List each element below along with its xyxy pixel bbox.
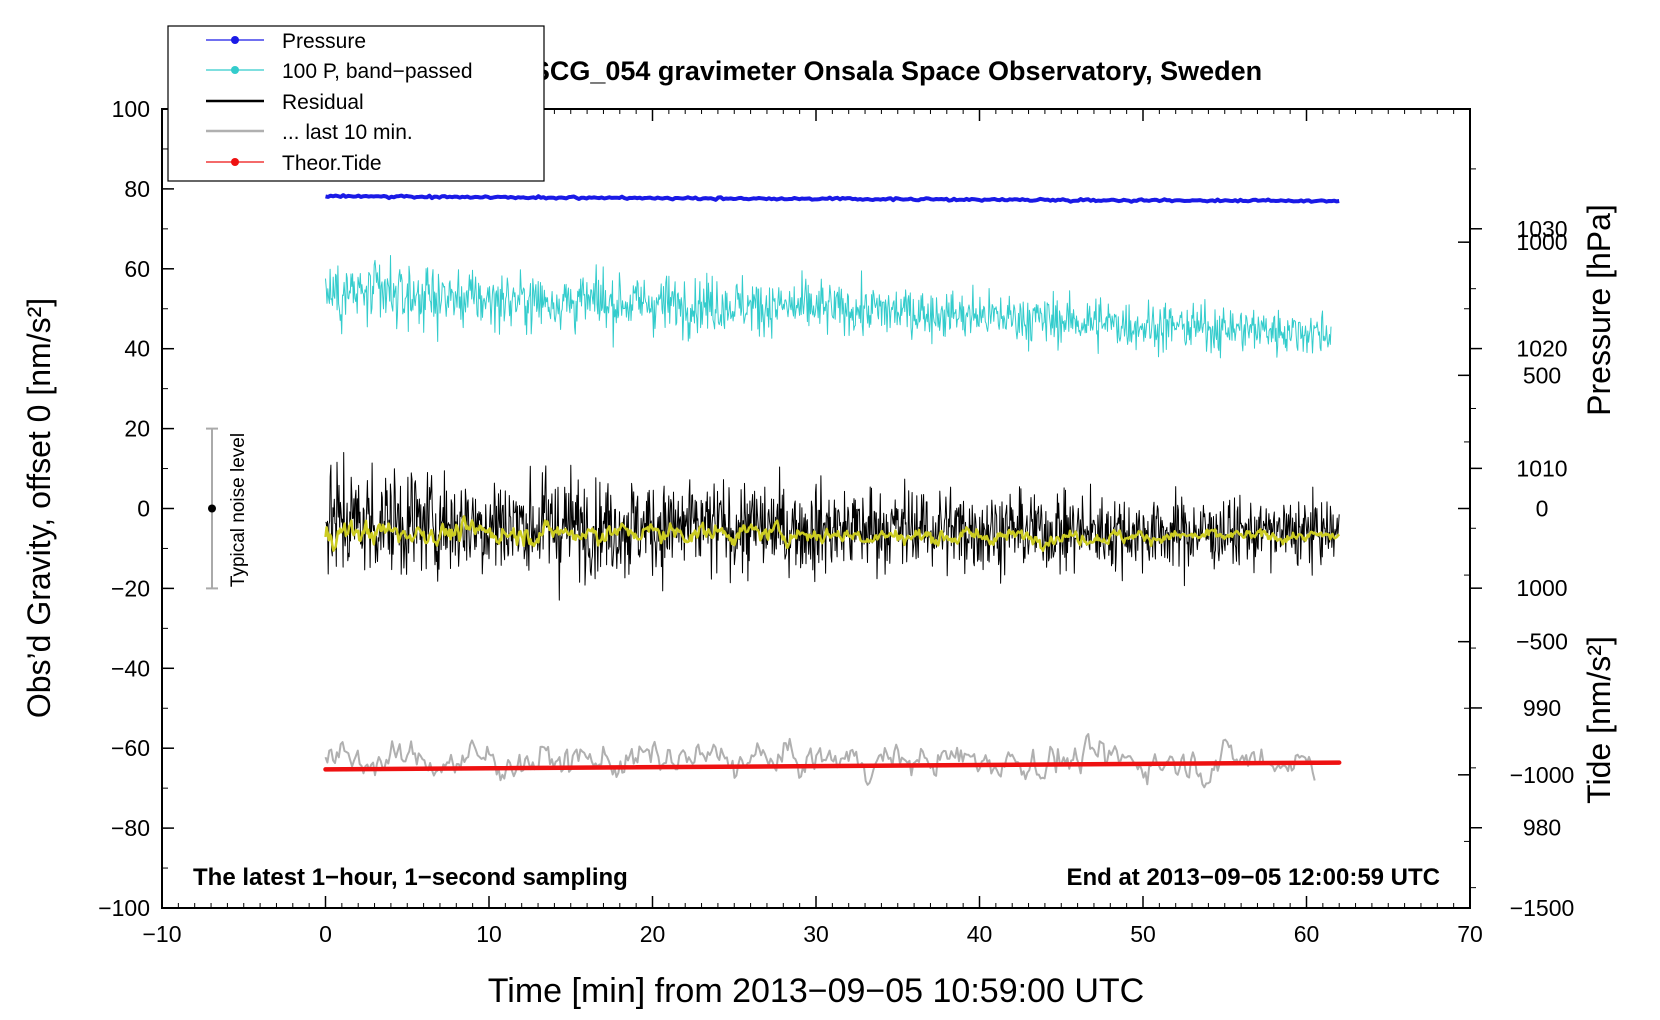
tide-tick-label: 0 [1536,496,1549,522]
tide-tick-label: −500 [1516,629,1568,655]
x-tick-label: 60 [1294,921,1320,947]
pressure-tick-label: 1010 [1516,455,1567,481]
pressure-tick-label: 1030 [1516,216,1567,242]
y-tick-label: −60 [111,735,150,761]
annotation-sampling: The latest 1−hour, 1−second sampling [193,864,628,891]
legend-label-last10: ... last 10 min. [282,121,413,144]
series-layer [323,193,1342,789]
legend-marker-tide [231,158,239,166]
legend-entry-last10: ... last 10 min. [206,121,413,144]
x-tick-label: 10 [476,921,502,947]
series-last-10-min [324,733,1316,789]
legend-box [167,25,545,182]
x-tick-label: −10 [142,921,181,947]
chart-title: SCG_054 gravimeter Onsala Space Observat… [532,56,1262,86]
series-bandpassed [325,255,1332,359]
y-tick-label: 0 [137,496,150,522]
legend-entry-tide: Theor.Tide [206,152,382,175]
y-tick-label: −80 [111,815,150,841]
legend-entry-pressure: Pressure [206,30,366,53]
x-tick-label: 20 [640,921,666,947]
legend-label-residual: Residual [282,91,364,114]
tide-tick-label: −1500 [1510,895,1575,921]
series-pressure [325,193,1340,204]
legend-entry-residual: Residual [206,91,364,114]
x-tick-label: 40 [967,921,993,947]
legend-label-pressure: Pressure [282,30,366,53]
pressure-tick-label: 1020 [1516,336,1567,362]
legend-label-bandpassed: 100 P, band−passed [282,60,473,83]
plot-frame [161,108,1471,909]
y-tick-label: 20 [124,416,150,442]
y-tick-label: 80 [124,176,150,202]
legend-marker-pressure [231,36,239,44]
y-tick-label: −40 [111,655,150,681]
noise-center-dot [208,504,216,513]
y-tick-label: −100 [98,895,150,921]
x-tick-label: 30 [803,921,829,947]
legend-marker-bandpassed [231,66,239,74]
x-tick-label: 50 [1130,921,1156,947]
tide-tick-label: −1000 [1510,762,1575,788]
series-theor-tide [323,760,1342,772]
legend-label-tide: Theor.Tide [282,152,382,175]
noise-indicator: Typical noise level [206,427,249,590]
pressure-tick-label: 980 [1523,815,1561,841]
tide-tick-label: 500 [1523,362,1561,388]
y-axis-label-gravity: Obs’d Gravity, offset 0 [nm/s²] [21,298,57,718]
y-tick-label: 100 [112,96,150,122]
pressure-tick-label: 1000 [1516,575,1567,601]
legend-entry-bandpassed: 100 P, band−passed [206,60,473,83]
tide-tick-label: 1000 [1516,229,1567,255]
legend: Pressure 100 P, band−passed Residual ...… [167,25,545,182]
pressure-tick-label: 990 [1523,695,1561,721]
y-tick-label: 40 [124,336,150,362]
noise-label: Typical noise level [228,433,249,587]
y-tick-label: −20 [111,575,150,601]
y-axis-label-pressure: Pressure [hPa] [1581,204,1617,416]
x-axis-label: Time [min] from 2013−09−05 10:59:00 UTC [488,972,1144,1010]
annotation-end-time: End at 2013−09−05 12:00:59 UTC [1066,864,1440,891]
y-axis-label-tide: Tide [nm/s²] [1581,636,1617,804]
x-tick-label: 70 [1457,921,1483,947]
series-residual-smoothed [324,515,1341,552]
y-tick-label: 60 [124,256,150,282]
x-tick-label: 0 [319,921,332,947]
